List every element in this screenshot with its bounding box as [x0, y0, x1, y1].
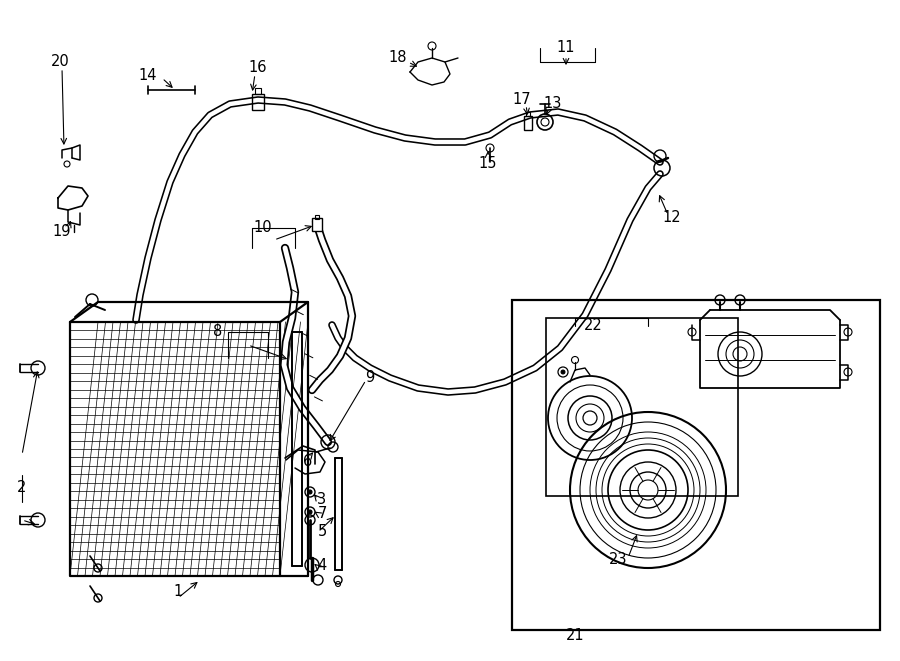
Bar: [512, 300, 880, 630]
Bar: [255, 88, 261, 94]
Text: 1: 1: [174, 584, 183, 598]
Circle shape: [308, 490, 312, 494]
Bar: [524, 116, 532, 130]
Text: 8: 8: [213, 325, 222, 340]
Bar: [315, 215, 319, 219]
Text: 10: 10: [254, 221, 273, 235]
Text: 13: 13: [544, 95, 562, 110]
Text: 16: 16: [248, 61, 267, 75]
Text: 18: 18: [389, 50, 407, 65]
Text: 7: 7: [318, 506, 327, 522]
Text: 3: 3: [318, 492, 327, 506]
Bar: [526, 112, 530, 116]
Text: 17: 17: [513, 93, 531, 108]
Text: 2: 2: [17, 481, 27, 496]
Text: 21: 21: [566, 627, 584, 642]
Bar: [252, 94, 264, 110]
Text: 19: 19: [53, 225, 71, 239]
Text: 23: 23: [608, 553, 627, 568]
Text: 4: 4: [318, 559, 327, 574]
Bar: [312, 218, 322, 231]
Text: 15: 15: [479, 155, 497, 171]
Text: 6: 6: [303, 455, 312, 469]
Text: 20: 20: [50, 54, 69, 69]
Bar: [546, 318, 738, 496]
Circle shape: [308, 510, 312, 514]
Text: 11: 11: [557, 40, 575, 56]
Text: 14: 14: [139, 67, 158, 83]
Text: 12: 12: [662, 210, 681, 225]
Text: 5: 5: [318, 524, 327, 539]
Circle shape: [561, 370, 565, 374]
Text: 9: 9: [365, 371, 374, 385]
Text: 22: 22: [583, 319, 602, 334]
